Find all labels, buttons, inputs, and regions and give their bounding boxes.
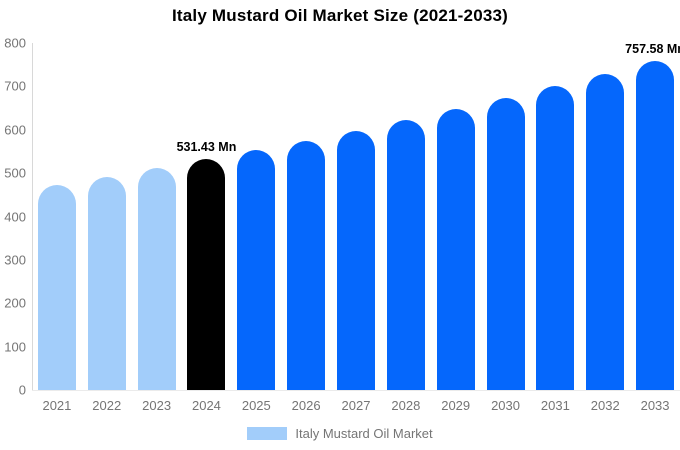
x-axis-label-2025: 2025 [241, 398, 271, 413]
legend-label: Italy Mustard Oil Market [295, 425, 433, 441]
bar-2025 [237, 150, 276, 390]
bar-2033 [636, 61, 675, 390]
bar-2031 [536, 86, 575, 390]
bar-2030 [486, 98, 525, 390]
y-axis-tick-label: 400 [4, 209, 26, 224]
y-axis-tick-label: 0 [18, 382, 26, 398]
x-axis-label-2032: 2032 [590, 398, 620, 413]
data-label-2033: 757.58 Mn [625, 42, 680, 57]
y-axis-tick-label: 800 [4, 35, 26, 51]
y-axis-tick-label: 300 [4, 252, 26, 268]
x-axis-label-2026: 2026 [291, 398, 321, 413]
bar-2023 [137, 168, 176, 390]
x-axis-label-2023: 2023 [142, 398, 172, 413]
x-axis-label-2029: 2029 [441, 398, 471, 413]
y-axis-tick-label: 500 [4, 165, 26, 181]
bar-2022 [87, 176, 126, 390]
x-axis-label-2022: 2022 [92, 398, 122, 413]
bar-2024 [187, 159, 226, 390]
bar-2021 [37, 185, 76, 390]
bar-2029 [436, 109, 475, 390]
y-axis-tick-label: 200 [4, 295, 26, 311]
y-axis-tick-label: 100 [4, 339, 26, 355]
y-axis-tick-label: 700 [4, 78, 26, 94]
bar-2026 [287, 140, 326, 390]
x-axis-label-2031: 2031 [540, 398, 570, 413]
x-axis-label-2028: 2028 [391, 398, 421, 413]
x-axis-label-2030: 2030 [491, 398, 520, 413]
bar-2032 [586, 74, 625, 390]
chart-title: Italy Mustard Oil Market Size (2021-2033… [171, 6, 509, 25]
data-label-2024: 531.43 Mn [176, 140, 237, 155]
x-axis-baseline [32, 390, 680, 391]
legend-swatch [247, 426, 288, 440]
y-axis-tick-label: 600 [4, 122, 26, 138]
chart-legend: Italy Mustard Oil Market [0, 425, 680, 441]
x-axis-label-2021: 2021 [42, 398, 72, 413]
bar-2027 [337, 130, 375, 390]
x-axis-label-2027: 2027 [341, 398, 371, 413]
y-axis-line [32, 43, 33, 390]
bar-2028 [386, 120, 425, 390]
x-axis-label-2033: 2033 [640, 398, 670, 413]
x-axis-label-2024: 2024 [191, 398, 221, 413]
